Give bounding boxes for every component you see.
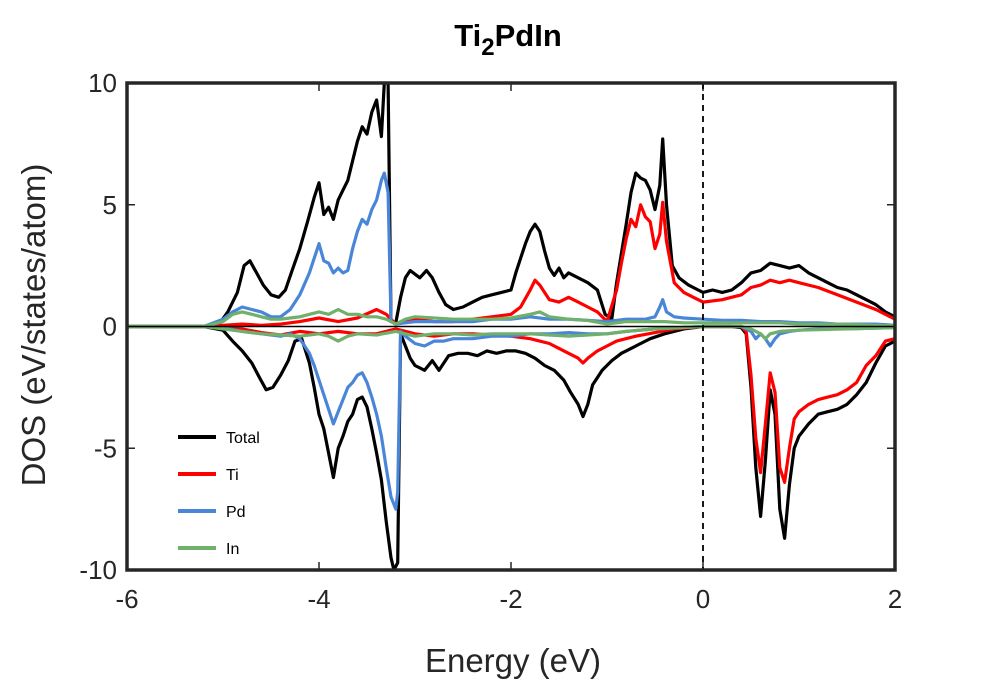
legend: Total Ti Pd In (178, 430, 260, 558)
y-tick-label: -5 (94, 433, 117, 463)
x-tick-label: -4 (307, 584, 330, 614)
y-tick-label: 10 (88, 68, 117, 98)
series-pd-up-line (127, 171, 895, 329)
series-lines (127, 83, 895, 570)
legend-label-ti: Ti (226, 467, 239, 484)
chart-title: Ti2PdIn (454, 18, 562, 61)
x-tick-label: 0 (696, 584, 710, 614)
y-tick-label: -10 (79, 555, 117, 585)
plot-frame (125, 81, 897, 572)
series-pd-down-line (127, 324, 895, 511)
x-tick-label: -6 (115, 584, 138, 614)
series-in-down-line (127, 324, 895, 343)
legend-label-total: Total (226, 430, 260, 447)
series-in-up-line (127, 307, 895, 329)
series-total-down-line (127, 324, 895, 570)
legend-label-in: In (226, 541, 239, 558)
legend-label-pd: Pd (226, 504, 246, 521)
y-tick-label: 0 (103, 312, 117, 342)
x-axis-title: Energy (eV) (425, 642, 601, 679)
series-total-up-line (127, 83, 895, 329)
tick-labels: -6 -4 -2 0 2 -10 -5 0 5 10 (79, 68, 902, 614)
y-axis-title: DOS (eV/states/atom) (15, 164, 52, 487)
x-tick-label: -2 (499, 584, 522, 614)
y-tick-label: 5 (103, 190, 117, 220)
x-tick-label: 2 (888, 584, 902, 614)
